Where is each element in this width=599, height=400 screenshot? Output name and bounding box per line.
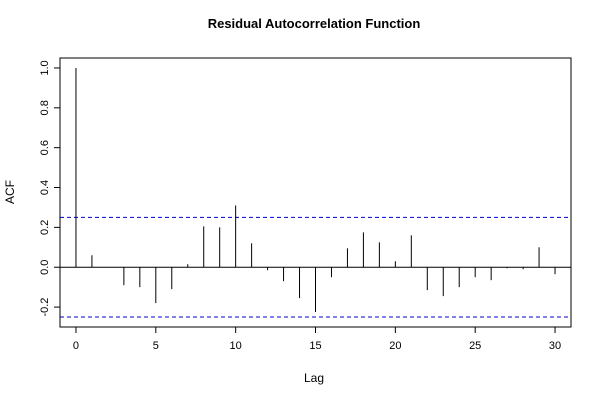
x-tick-label: 10 xyxy=(230,340,242,352)
plot-area xyxy=(60,67,571,318)
x-tick-label: 20 xyxy=(389,340,401,352)
x-axis: 0 5 10 15 20 25 30 xyxy=(73,327,561,352)
x-tick-label: 30 xyxy=(549,340,561,352)
y-tick-label: 0.0 xyxy=(39,260,51,275)
y-tick-label: 0.6 xyxy=(39,140,51,155)
y-tick-label: 0.8 xyxy=(39,100,51,115)
y-tick-label: -0.2 xyxy=(39,298,51,317)
y-tick-label: 1.0 xyxy=(39,60,51,75)
y-axis: -0.2 0.0 0.2 0.4 0.6 0.8 1.0 xyxy=(39,60,60,317)
y-tick-label: 0.4 xyxy=(39,180,51,195)
x-tick-label: 15 xyxy=(309,340,321,352)
x-tick-label: 0 xyxy=(73,340,79,352)
y-axis-label: ACF xyxy=(3,180,17,204)
x-tick-label: 25 xyxy=(469,340,481,352)
x-tick-label: 5 xyxy=(153,340,159,352)
chart-title: Residual Autocorrelation Function xyxy=(208,16,421,31)
y-tick-label: 0.2 xyxy=(39,220,51,235)
x-axis-label: Lag xyxy=(304,371,324,385)
